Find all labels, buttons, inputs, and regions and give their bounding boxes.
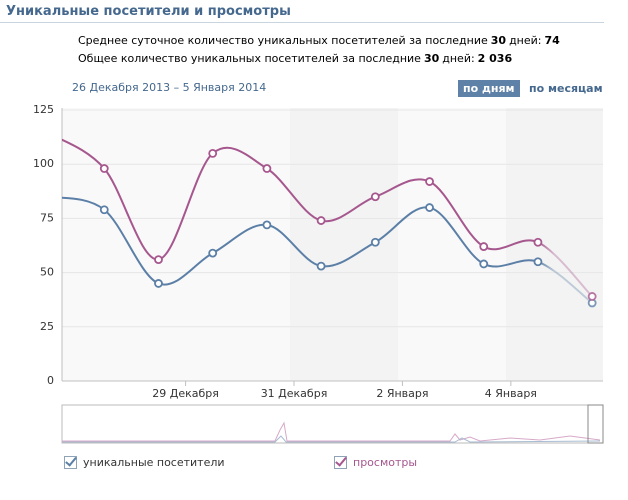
y-tick-label: 25	[40, 320, 54, 333]
point	[262, 164, 272, 173]
point	[154, 279, 163, 288]
y-tick-label: 50	[40, 266, 54, 279]
point	[316, 261, 326, 271]
period: 26 Декабря 2013 – 5 Января 2014	[72, 81, 267, 94]
point	[99, 164, 109, 173]
stat: Среднее суточное количество уникальных п…	[78, 34, 563, 47]
series-line	[62, 138, 593, 298]
point	[154, 255, 163, 264]
text: 2 036	[477, 52, 513, 65]
point	[425, 177, 434, 186]
tab-button[interactable]: по месяцам	[529, 82, 603, 95]
point	[316, 216, 326, 225]
plot-band	[290, 108, 398, 381]
point	[370, 192, 380, 202]
point	[99, 205, 109, 215]
y-tick-label: 0	[47, 374, 54, 387]
x-tick-label: 31 Декабря	[261, 387, 328, 400]
point	[479, 242, 489, 251]
text: дней:	[442, 52, 475, 65]
point	[370, 237, 380, 247]
point	[479, 259, 489, 269]
y-tick-label: 125	[33, 103, 54, 116]
legend-item[interactable]: просмотры	[334, 456, 417, 469]
point	[533, 237, 543, 247]
legend-label: уникальные посетители	[83, 456, 225, 469]
legend-item[interactable]: уникальные посетители	[64, 456, 225, 469]
point	[208, 248, 218, 258]
legend-label: просмотры	[353, 456, 418, 469]
checkbox[interactable]	[64, 456, 77, 469]
stat: Общее количество уникальных посетителей …	[78, 52, 515, 65]
navigator	[61, 404, 604, 444]
text: 30	[423, 52, 440, 65]
y-tick-label: 75	[40, 211, 54, 224]
point	[533, 257, 543, 267]
point	[262, 220, 272, 230]
text: Среднее суточное количество уникальных п…	[78, 34, 488, 47]
x-tick-label: 29 Декабря	[152, 387, 219, 400]
title: Уникальные посетители и просмотры	[6, 4, 291, 19]
checkbox[interactable]	[334, 456, 347, 469]
text: дней:	[509, 34, 542, 47]
plot-band	[506, 108, 603, 381]
rule	[0, 22, 604, 23]
text: Общее количество уникальных посетителей …	[78, 52, 421, 65]
point	[587, 292, 597, 301]
point	[208, 148, 218, 158]
text: 74	[544, 34, 560, 47]
x-tick-label: 4 Января	[485, 387, 537, 400]
tab-button[interactable]: по дням	[458, 80, 520, 97]
text: 30	[490, 34, 507, 47]
point	[425, 203, 434, 212]
x-tick-label: 2 Января	[376, 387, 428, 400]
y-tick-label: 100	[33, 157, 54, 170]
